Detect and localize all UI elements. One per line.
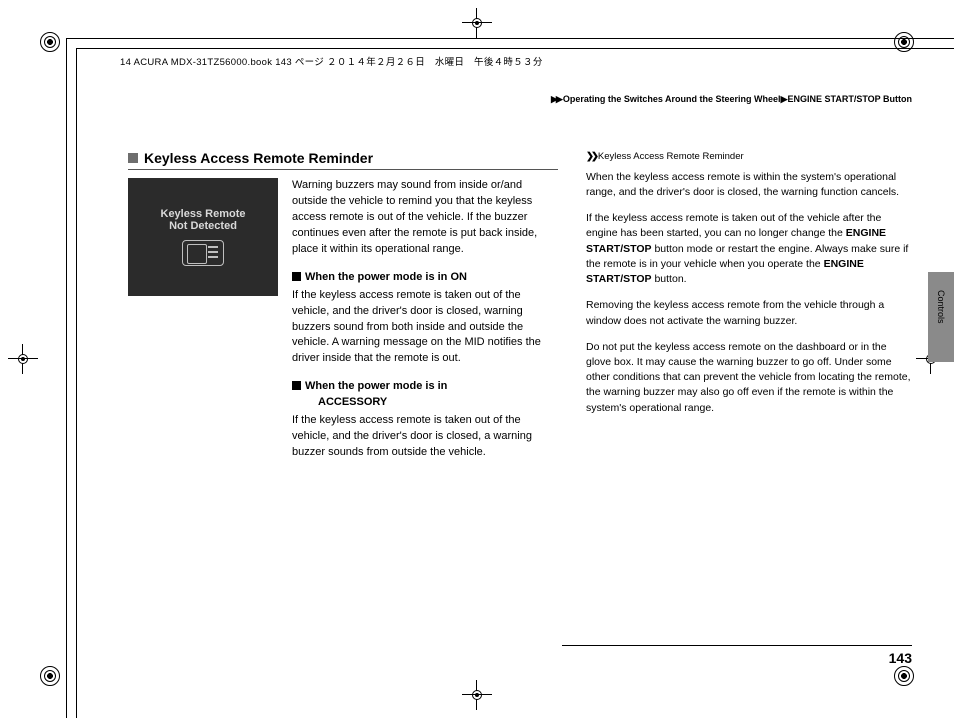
subhead-accessory-body: If the keyless access remote is taken ou… xyxy=(292,413,558,461)
breadcrumb-arrow-icon: ▶▶ xyxy=(551,94,561,104)
section-header: Keyless Access Remote Reminder xyxy=(128,150,558,170)
left-column: Keyless Access Remote Reminder Keyless R… xyxy=(128,150,558,628)
side-p2: If the keyless access remote is taken ou… xyxy=(586,211,912,287)
intro-paragraph: Warning buzzers may sound from inside or… xyxy=(292,178,558,258)
crop-cross-top xyxy=(462,8,492,38)
section-title: Keyless Access Remote Reminder xyxy=(144,150,373,166)
bullet-square-icon xyxy=(292,381,301,390)
sidebar-title: ❯❯Keyless Access Remote Reminder xyxy=(586,150,912,164)
subhead-accessory-title-a: When the power mode is in xyxy=(305,380,447,392)
subhead-on: When the power mode is in ON xyxy=(292,270,558,286)
subhead-on-title: When the power mode is in ON xyxy=(305,270,467,286)
mid-screenshot: Keyless Remote Not Detected xyxy=(128,178,278,296)
mid-line1: Keyless Remote xyxy=(161,208,246,220)
remote-key-icon xyxy=(182,240,224,266)
page-content: Keyless Access Remote Reminder Keyless R… xyxy=(128,150,912,628)
crop-cross-left xyxy=(8,344,38,374)
subhead-on-body: If the keyless access remote is taken ou… xyxy=(292,288,558,368)
breadcrumb: ▶▶Operating the Switches Around the Stee… xyxy=(551,94,912,105)
crop-mark-bottom-left xyxy=(36,662,64,690)
double-chevron-icon: ❯❯ xyxy=(586,151,596,162)
section-tab-label: Controls xyxy=(936,290,946,324)
subhead-accessory-title-b: ACCESSORY xyxy=(305,395,447,411)
side-p3: Removing the keyless access remote from … xyxy=(586,298,912,328)
footer-rule xyxy=(562,645,912,646)
bullet-square-icon xyxy=(292,272,301,281)
breadcrumb-seg1: Operating the Switches Around the Steeri… xyxy=(563,94,781,104)
mid-line2: Not Detected xyxy=(169,220,237,232)
page-number: 143 xyxy=(889,650,912,666)
section-bullet-icon xyxy=(128,153,138,163)
sidebar-title-text: Keyless Access Remote Reminder xyxy=(598,151,744,162)
side-p4: Do not put the keyless access remote on … xyxy=(586,340,912,416)
crop-mark-top-left xyxy=(36,28,64,56)
source-file-line: 14 ACURA MDX-31TZ56000.book 143 ページ ２０１４… xyxy=(120,54,543,68)
breadcrumb-seg2: ENGINE START/STOP Button xyxy=(787,94,912,104)
right-column: ❯❯Keyless Access Remote Reminder When th… xyxy=(586,150,912,628)
side-p1: When the keyless access remote is within… xyxy=(586,170,912,200)
subhead-accessory: When the power mode is in ACCESSORY xyxy=(292,379,558,411)
left-text: Warning buzzers may sound from inside or… xyxy=(292,178,558,473)
